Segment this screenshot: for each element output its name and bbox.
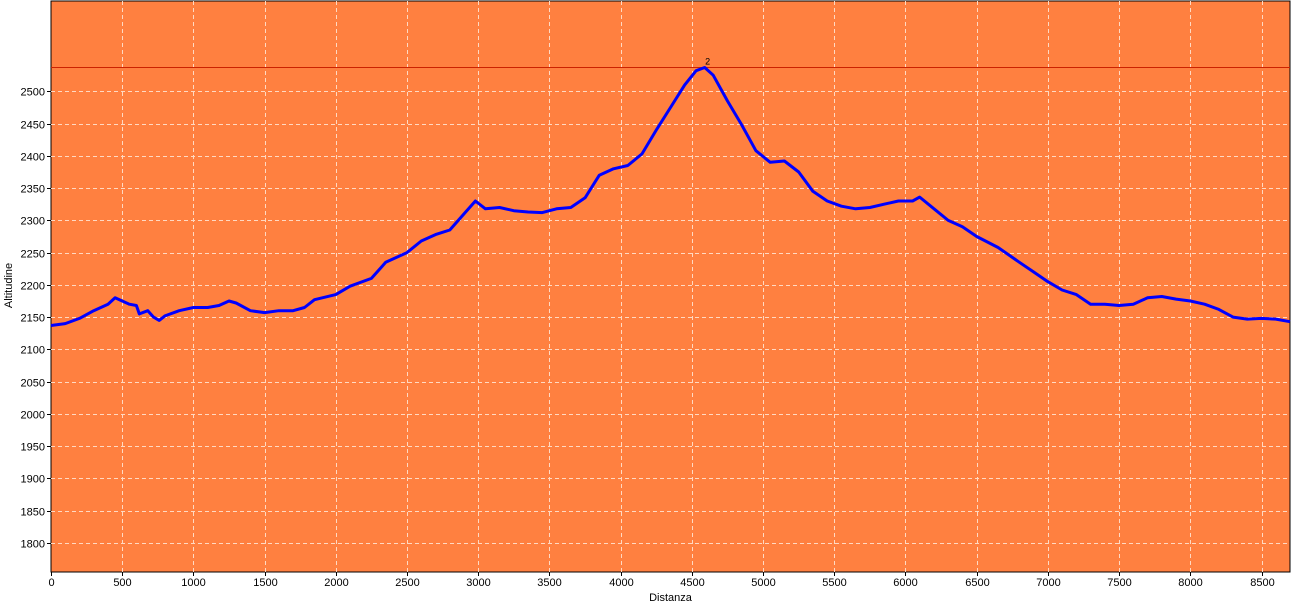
x-tick-label: 0 [48, 577, 54, 589]
x-tick-label: 2500 [395, 577, 419, 589]
x-tick-label: 8500 [1250, 577, 1274, 589]
y-tick-label: 2000 [21, 410, 45, 422]
y-tick-label: 2100 [21, 345, 45, 357]
plot-area [50, 0, 1291, 573]
x-tick-label: 1500 [253, 577, 277, 589]
labels: Distanza Altitudine [3, 263, 693, 604]
x-tick-label: 500 [113, 577, 131, 589]
y-axis-label: Altitudine [3, 263, 15, 308]
y-tick-label: 2500 [21, 87, 45, 99]
x-tick-label: 2000 [324, 577, 348, 589]
x-tick-label: 5000 [751, 577, 775, 589]
y-tick-label: 1950 [21, 442, 45, 454]
grid-lines [51, 1, 1290, 572]
x-tick-label: 6500 [965, 577, 989, 589]
y-tick-label: 2350 [21, 184, 45, 196]
x-tick-label: 3500 [537, 577, 561, 589]
x-tick-label: 6000 [893, 577, 917, 589]
y-tick-label: 1800 [21, 539, 45, 551]
peak-marker-label: 2 [705, 56, 710, 66]
x-axis-label: Distanza [649, 592, 693, 604]
y-tick-label: 2450 [21, 120, 45, 132]
y-tick-label: 2250 [21, 249, 45, 261]
x-tick-label: 7500 [1107, 577, 1131, 589]
series-layer: 2 [50, 56, 1291, 327]
elevation-profile-line [50, 66, 1291, 327]
y-tick-label: 1850 [21, 507, 45, 519]
y-tick-label: 2050 [21, 378, 45, 390]
y-tick-label: 2400 [21, 152, 45, 164]
x-tick-label: 4000 [609, 577, 633, 589]
axes: 0 500 1000 1500 2000 2500 3000 3500 4000 4500 5000… [21, 87, 1275, 590]
x-tick-label: 1000 [181, 577, 205, 589]
x-tick-label: 5500 [822, 577, 846, 589]
y-tick-label: 2200 [21, 281, 45, 293]
x-tick-label: 3000 [466, 577, 490, 589]
x-tick-label: 8000 [1178, 577, 1202, 589]
y-tick-label: 1900 [21, 474, 45, 486]
x-tick-label: 7000 [1036, 577, 1060, 589]
y-tick-label: 2150 [21, 313, 45, 325]
y-tick-label: 2300 [21, 216, 45, 228]
x-tick-label: 4500 [680, 577, 704, 589]
